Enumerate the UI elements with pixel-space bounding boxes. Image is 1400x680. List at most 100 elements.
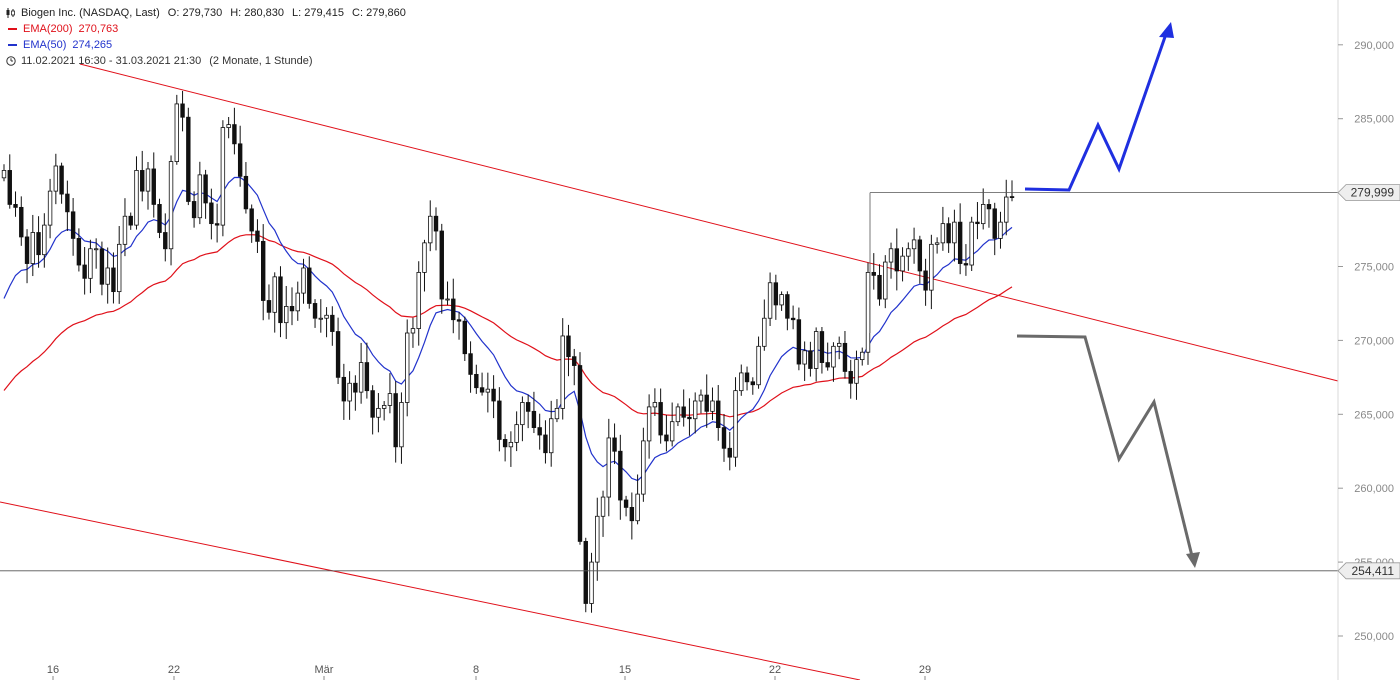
candle: [42, 213, 47, 268]
current-price-tag-box: [1337, 184, 1400, 202]
x-tick-label: 15: [619, 664, 631, 676]
candle: [934, 237, 940, 254]
candle-body: [687, 416, 692, 420]
candle: [1009, 180, 1015, 202]
candle: [404, 319, 410, 417]
candle-body: [854, 359, 859, 384]
candle-body: [664, 434, 669, 442]
candle: [629, 492, 635, 540]
candlestick-icon: [6, 8, 16, 18]
ohlc-low: L: 279,415: [292, 7, 345, 19]
candle: [589, 552, 594, 613]
candle: [307, 256, 312, 309]
candle-body: [330, 314, 335, 332]
candle-body: [940, 223, 946, 244]
ema200-swatch: [8, 28, 17, 30]
candle-body: [790, 317, 796, 321]
candle-body: [900, 255, 905, 272]
lower-channel-line: [0, 501, 861, 680]
candle-body: [525, 402, 531, 412]
x-tick-label: 16: [47, 664, 59, 676]
candle: [560, 318, 565, 420]
candle-body: [180, 103, 185, 118]
levels-layer: [0, 192, 1338, 572]
candle: [773, 274, 779, 320]
candle: [111, 252, 116, 304]
candle-body: [30, 232, 35, 264]
x-tick-label: 8: [473, 664, 479, 676]
y-tick-label: 265,000: [1354, 409, 1394, 421]
candle: [877, 264, 882, 306]
candle-body: [289, 306, 295, 312]
candle: [93, 238, 99, 269]
candle-body: [1004, 196, 1009, 223]
candle: [727, 431, 732, 471]
candle-body: [669, 421, 675, 442]
candle: [906, 242, 911, 271]
candle: [537, 413, 542, 450]
y-tick-label: 260,000: [1354, 483, 1394, 495]
candle-body: [451, 298, 456, 321]
candle: [358, 342, 364, 404]
candle: [623, 495, 629, 517]
candle: [474, 364, 479, 394]
candle-body: [646, 406, 652, 442]
candle: [871, 253, 876, 290]
candle: [721, 413, 727, 462]
candle-body: [531, 410, 537, 429]
candle-body: [986, 204, 992, 210]
candle-body: [324, 314, 329, 319]
candle: [410, 317, 416, 348]
candle: [278, 266, 283, 338]
candle-body: [750, 381, 755, 386]
candle: [485, 372, 491, 413]
candle-body: [883, 261, 888, 300]
trendlines-layer: [0, 63, 1339, 680]
candle-body: [203, 174, 208, 204]
candle-body: [975, 221, 980, 225]
candle-body: [232, 124, 237, 145]
candle: [854, 350, 859, 400]
candle: [312, 299, 318, 328]
support-price-tag: 254,411: [1337, 562, 1400, 580]
candle-body: [260, 240, 266, 301]
candle: [739, 364, 744, 396]
candle-body: [842, 342, 848, 372]
candle: [669, 402, 675, 447]
candle: [779, 291, 784, 311]
candle: [963, 244, 969, 276]
candle-body: [7, 170, 12, 205]
candle: [802, 341, 807, 381]
candle: [923, 258, 928, 306]
candle-body: [491, 388, 496, 402]
candle-body: [560, 335, 565, 409]
candle: [883, 255, 888, 309]
candle-body: [537, 427, 542, 436]
candle-body: [59, 165, 64, 195]
candle-body: [658, 402, 663, 436]
candle-body: [549, 418, 554, 454]
candle-body: [284, 306, 289, 324]
candle-body: [65, 193, 70, 213]
candle: [88, 239, 93, 294]
candle-body: [439, 230, 444, 300]
candle-body: [952, 221, 957, 244]
candle: [698, 389, 704, 414]
ema50-line: [3, 176, 1013, 482]
candle-body: [860, 351, 865, 361]
candle: [353, 375, 358, 411]
candle: [549, 400, 554, 467]
candle-body: [214, 223, 220, 226]
candle: [813, 327, 819, 382]
candle: [860, 347, 865, 366]
candle-body: [47, 190, 53, 226]
candle-body: [756, 345, 761, 386]
candle-body: [577, 365, 583, 542]
candle: [422, 239, 427, 292]
candle: [59, 162, 64, 204]
candle-body: [249, 208, 254, 232]
candle-body: [19, 206, 24, 238]
candle-body: [635, 493, 640, 522]
candle-body: [865, 272, 871, 353]
